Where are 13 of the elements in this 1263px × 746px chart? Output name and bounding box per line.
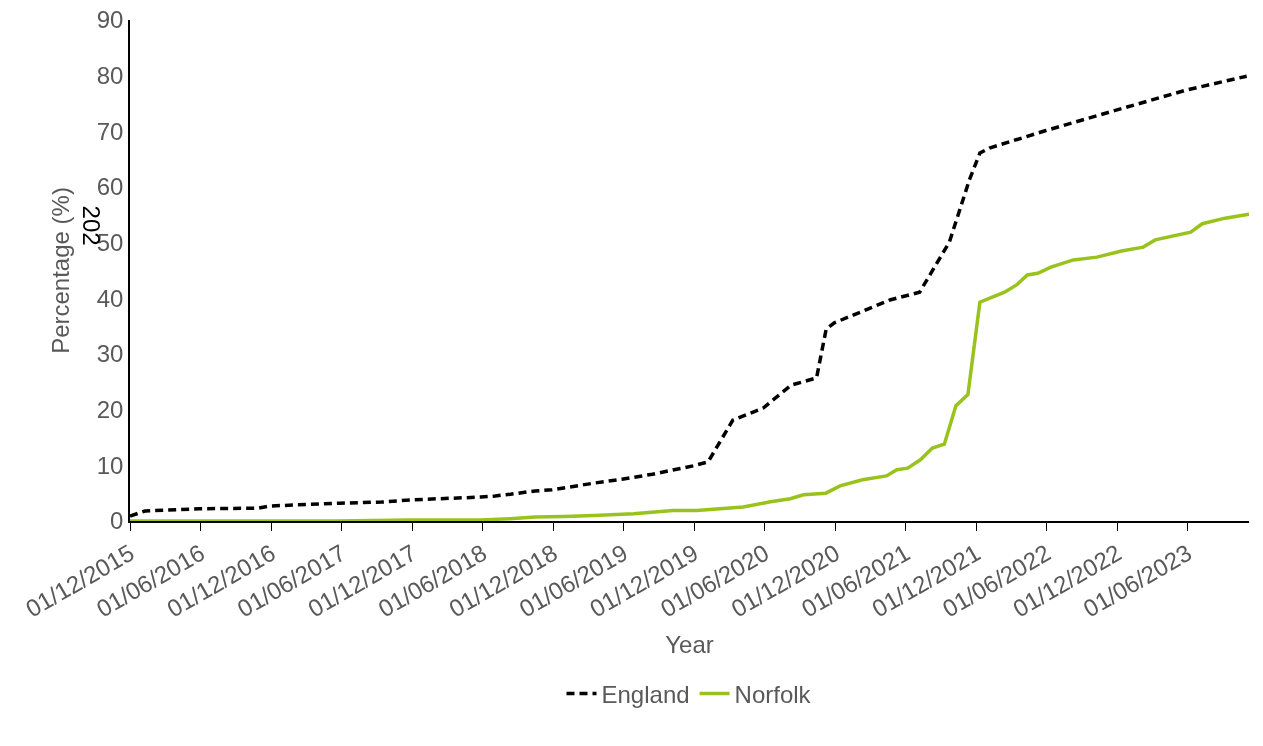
y-tick-label: 60 xyxy=(96,173,124,201)
y-tick-label: 70 xyxy=(96,117,124,145)
legend-label: Norfolk xyxy=(734,680,812,708)
y-axis-title: Percentage (%) xyxy=(47,187,75,354)
y-tick-label: 20 xyxy=(96,396,124,424)
x-axis-title: Year xyxy=(665,631,714,659)
y-tick-label: 90 xyxy=(96,6,124,34)
legend-label: England xyxy=(601,680,690,708)
y-tick-label: 10 xyxy=(96,451,124,479)
y-tick-label: 80 xyxy=(96,62,124,90)
y-tick-label: 0 xyxy=(110,507,124,535)
y-tick-label: 40 xyxy=(96,284,124,312)
y-tick-label: 30 xyxy=(96,340,124,368)
